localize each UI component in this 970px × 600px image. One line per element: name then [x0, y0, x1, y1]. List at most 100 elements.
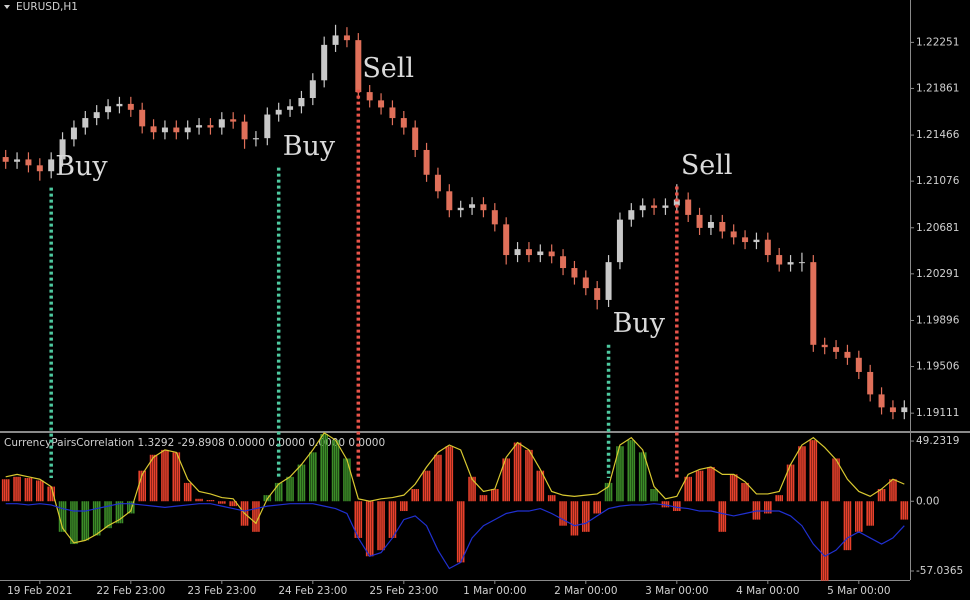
candle-body	[537, 251, 544, 256]
candle-body	[730, 231, 737, 238]
candle-body	[173, 127, 180, 133]
candle-body	[218, 119, 225, 128]
candle-body	[275, 109, 282, 115]
candle-body	[764, 239, 771, 256]
candle-body	[423, 149, 430, 175]
candle-body	[355, 40, 362, 93]
candle-body	[2, 157, 9, 162]
candle-body	[651, 205, 658, 208]
candle-body	[93, 112, 100, 119]
candle-body	[548, 251, 555, 257]
candle-body	[48, 159, 55, 172]
candle-body	[25, 159, 32, 166]
signal-label: Buy	[613, 308, 666, 339]
candle-body	[628, 210, 635, 220]
y-tick-label: 1.19506	[916, 361, 960, 373]
candle-body	[59, 139, 66, 160]
y-tick-label: 1.22251	[916, 36, 959, 48]
candle-body	[343, 35, 350, 41]
candle-body	[821, 344, 828, 348]
candle-body	[514, 249, 521, 256]
candle-body	[525, 249, 532, 256]
candle-body	[469, 204, 476, 208]
candle-body	[810, 262, 817, 345]
y-tick-label: 1.21076	[916, 175, 960, 187]
candle-body	[491, 210, 498, 225]
candle-body	[389, 107, 396, 119]
candle-body	[616, 219, 623, 263]
candle-body	[207, 125, 214, 128]
candle-body	[673, 199, 680, 206]
candle-body	[901, 407, 908, 413]
candle-body	[696, 214, 703, 228]
candle-body	[582, 277, 589, 289]
candle-body	[36, 165, 43, 172]
menu-triangle[interactable]	[4, 5, 10, 9]
candle-body	[287, 106, 294, 110]
candle-body	[480, 204, 487, 211]
x-tick-label: 19 Feb 2021	[7, 585, 72, 597]
candle-body	[503, 224, 510, 256]
candle-body	[116, 103, 123, 107]
y-tick-label: 1.19896	[916, 314, 960, 326]
candle-body	[889, 407, 896, 413]
x-tick-label: 22 Feb 23:00	[96, 585, 165, 597]
candle-body	[639, 205, 646, 211]
candle-body	[719, 221, 726, 232]
y-tick-label: -57.0365	[916, 565, 963, 577]
candle-body	[184, 127, 191, 133]
candle-body	[252, 138, 259, 140]
candle-body	[321, 44, 328, 81]
y-tick-label: 1.21861	[916, 82, 959, 94]
candle-body	[298, 98, 305, 107]
candle-body	[798, 262, 805, 264]
candle-body	[457, 207, 464, 211]
y-tick-label: 0.00	[916, 495, 939, 507]
candle-body	[742, 237, 749, 243]
candle-body	[105, 106, 112, 113]
signal-label: Sell	[362, 53, 414, 84]
y-tick-label: 1.20291	[916, 268, 959, 280]
candle-body	[434, 174, 441, 192]
candle-body	[446, 191, 453, 211]
x-tick-label: 25 Feb 23:00	[369, 585, 438, 597]
y-tick-label: 1.19111	[916, 407, 959, 419]
candle-body	[844, 351, 851, 358]
candle-body	[707, 221, 714, 228]
candle-body	[264, 114, 271, 139]
candle-body	[230, 119, 237, 122]
candle-body	[776, 255, 783, 265]
candle-body	[82, 118, 89, 128]
candle-body	[605, 262, 612, 300]
x-tick-label: 23 Feb 23:00	[187, 585, 256, 597]
candle-body	[662, 205, 669, 208]
x-tick-label: 3 Mar 00:00	[645, 585, 708, 597]
candle-body	[753, 239, 760, 243]
candle-body	[14, 159, 21, 162]
candle-body	[560, 256, 567, 269]
signal-label: Buy	[283, 131, 336, 162]
signal-label: Buy	[55, 151, 108, 182]
candle-body	[161, 127, 168, 133]
candle-body	[412, 127, 419, 150]
candle-body	[241, 121, 248, 140]
candle-body	[867, 371, 874, 395]
candle-body	[378, 100, 385, 108]
y-tick-label: 1.21466	[916, 129, 960, 141]
x-tick-label: 2 Mar 00:00	[554, 585, 617, 597]
x-tick-label: 4 Mar 00:00	[736, 585, 799, 597]
candle-body	[139, 109, 146, 127]
x-tick-label: 1 Mar 00:00	[463, 585, 526, 597]
candle-body	[878, 394, 885, 408]
candle-body	[366, 92, 373, 101]
candle-body	[787, 262, 794, 265]
symbol-title: EURUSD,H1	[16, 1, 78, 13]
x-tick-label: 5 Mar 00:00	[827, 585, 890, 597]
candle-body	[685, 199, 692, 215]
indicator-line	[5, 503, 905, 570]
indicator-title: CurrencyPairsCorrelation 1.3292 -29.8908…	[4, 437, 385, 449]
candle-body	[833, 347, 840, 352]
candle-body	[150, 126, 157, 133]
candle-body	[594, 288, 601, 300]
